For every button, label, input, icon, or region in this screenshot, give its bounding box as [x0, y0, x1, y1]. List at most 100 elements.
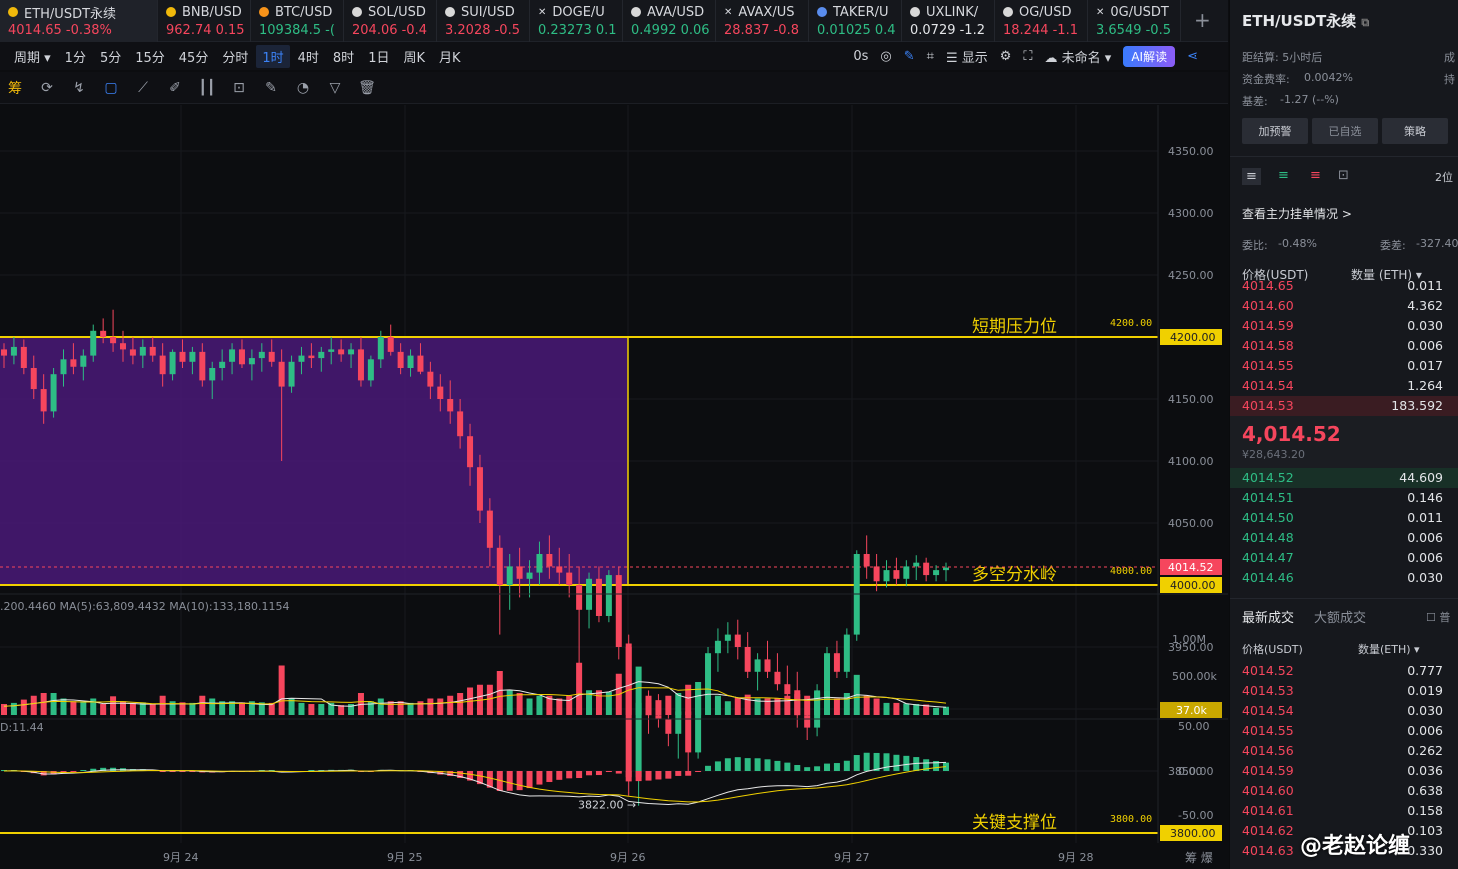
- trade-row[interactable]: 4014.60 0.638: [1230, 781, 1458, 801]
- interval-8时[interactable]: 8时: [332, 50, 355, 66]
- y-tick: 4250.00: [1168, 269, 1214, 282]
- candle-body: [943, 567, 949, 571]
- orderbook-both-icon[interactable]: ≡: [1242, 168, 1261, 185]
- ticker-item[interactable]: SOL/USD 204.06 -0.4: [344, 0, 437, 42]
- interval-周K[interactable]: 周K: [403, 50, 425, 66]
- ticker-item[interactable]: OG/USD 18.244 -1.1: [995, 0, 1088, 42]
- copy-icon[interactable]: ⧉: [1361, 16, 1370, 29]
- interval-1时[interactable]: 1时: [256, 44, 290, 68]
- pen-icon[interactable]: ✎: [903, 49, 915, 64]
- interval-1分[interactable]: 1分: [64, 50, 86, 66]
- ai-interpret-button[interactable]: AI解读: [1123, 46, 1176, 67]
- ticker-item[interactable]: SUI/USD 3.2028 -0.5: [437, 0, 530, 42]
- ask-row[interactable]: 4014.59 0.030: [1230, 316, 1458, 336]
- trade-row[interactable]: 4014.53 0.019: [1230, 681, 1458, 701]
- lock-icon[interactable]: ⊡: [233, 79, 245, 96]
- bid-row[interactable]: 4014.50 0.011: [1230, 508, 1458, 528]
- settings-icon[interactable]: ⚙: [999, 49, 1012, 64]
- ticker-item[interactable]: ✕ DOGE/U 0.23273 0.1: [530, 0, 623, 42]
- trade-row[interactable]: 4014.62 0.103: [1230, 821, 1458, 841]
- ask-row[interactable]: 4014.53 183.592: [1230, 396, 1458, 416]
- candle-icon[interactable]: ┃┃: [198, 79, 216, 96]
- trade-row[interactable]: 4014.52 0.777: [1230, 661, 1458, 681]
- alert-button[interactable]: 加预警: [1242, 118, 1308, 144]
- interval-月K[interactable]: 月K: [439, 50, 461, 66]
- bid-row[interactable]: 4014.46 0.030: [1230, 568, 1458, 588]
- compare-icon[interactable]: ↯: [73, 79, 85, 96]
- camera-icon[interactable]: ◎: [880, 49, 892, 64]
- trade-row[interactable]: 4014.63 0.330: [1230, 841, 1458, 861]
- ask-row[interactable]: 4014.65 0.011: [1230, 276, 1458, 296]
- trade-row[interactable]: 4014.61 0.158: [1230, 801, 1458, 821]
- interval-bar: 周期 ▾ 1分 5分 15分 45分 分时 1时 4时 8时 1日 周K 月K 0s ◎ ✎ ⌗ ☰ …: [0, 42, 1228, 70]
- ticker-item[interactable]: ETH/USDT永续 4014.65 -0.38%: [0, 0, 158, 42]
- interval-45分[interactable]: 45分: [178, 50, 209, 66]
- candle-body: [804, 715, 811, 728]
- interval-15分[interactable]: 15分: [135, 50, 165, 66]
- line-tool-icon[interactable]: ⟋: [138, 79, 148, 96]
- ask-row[interactable]: 4014.55 0.017: [1230, 356, 1458, 376]
- orderbook-asks-icon[interactable]: ≡: [1310, 168, 1321, 183]
- trade-row[interactable]: 4014.54 0.030: [1230, 701, 1458, 721]
- bid-row[interactable]: 4014.48 0.006: [1230, 528, 1458, 548]
- trades-col-qty[interactable]: 数量(ETH) ▾: [1358, 643, 1420, 656]
- volume-bar: [566, 695, 573, 715]
- trades-checkbox[interactable]: ☐ 普: [1426, 611, 1451, 624]
- bid-row[interactable]: 4014.52 44.609: [1230, 468, 1458, 488]
- tab-large-trades[interactable]: 大额成交: [1314, 611, 1367, 626]
- interval-4时[interactable]: 4时: [297, 50, 319, 66]
- main-orders-link[interactable]: 查看主力挂单情况 >: [1242, 207, 1352, 221]
- ask-row[interactable]: 4014.60 4.362: [1230, 296, 1458, 316]
- ticker-item[interactable]: AVA/USD 0.4992 0.06: [623, 0, 716, 42]
- filter-icon[interactable]: ▽: [329, 79, 341, 96]
- tab-latest-trades[interactable]: 最新成交: [1242, 611, 1295, 626]
- row-qty: 0.006: [1407, 530, 1443, 545]
- x-tick: 9月 26: [610, 851, 646, 864]
- ticker-item[interactable]: TAKER/U 0.01025 0.4: [809, 0, 902, 42]
- display-button[interactable]: ☰ 显示: [946, 47, 988, 66]
- bid-row[interactable]: 4014.51 0.146: [1230, 488, 1458, 508]
- crop-icon[interactable]: ⌗: [926, 49, 934, 64]
- ticker-item[interactable]: ✕ 0G/USDT 3.6549 -0.5: [1088, 0, 1181, 42]
- depth-select[interactable]: 2位: [1435, 171, 1453, 184]
- add-ticker-button[interactable]: +: [1194, 8, 1211, 32]
- ask-row[interactable]: 4014.58 0.006: [1230, 336, 1458, 356]
- candle-body: [100, 330, 107, 337]
- cursor-icon[interactable]: ▢: [104, 79, 118, 96]
- divider: [1230, 598, 1458, 599]
- ticker-item[interactable]: BNB/USD 962.74 0.15: [158, 0, 251, 42]
- row-price: 4014.47: [1242, 550, 1294, 565]
- ticker-item[interactable]: ✕ AVAX/US 28.837 -0.8: [716, 0, 809, 42]
- share-icon[interactable]: ⋖: [1187, 49, 1198, 64]
- ticker-item[interactable]: BTC/USD 109384.5 -(: [251, 0, 344, 42]
- trade-row[interactable]: 4014.56 0.262: [1230, 741, 1458, 761]
- chip-icon[interactable]: 筹: [8, 80, 22, 97]
- orderbook-bids-icon[interactable]: ≡: [1278, 168, 1289, 183]
- trade-row[interactable]: 4014.55 0.006: [1230, 721, 1458, 741]
- trash-icon[interactable]: 🗑: [358, 79, 376, 96]
- trade-row[interactable]: 4014.59 0.036: [1230, 761, 1458, 781]
- layout-button[interactable]: ☁ 未命名 ▾: [1044, 51, 1112, 66]
- strategy-button[interactable]: 策略: [1382, 118, 1448, 144]
- bid-row[interactable]: 4014.47 0.006: [1230, 548, 1458, 568]
- magnet-icon[interactable]: ◔: [296, 79, 310, 96]
- indicator-icon[interactable]: ⟳: [41, 79, 53, 96]
- note-icon[interactable]: ✎: [265, 79, 277, 96]
- brush-icon[interactable]: ✐: [169, 79, 181, 96]
- x-tick: 9月 28: [1058, 851, 1094, 864]
- fullscreen-icon[interactable]: ⛶: [1023, 49, 1033, 64]
- price-chart[interactable]: 短期压力位 4200.00 4200.00 多空分水岭 4000.00 4000.00 关键…: [0, 105, 1228, 869]
- candle-body: [159, 355, 166, 375]
- interval-1日[interactable]: 1日: [368, 50, 390, 66]
- chart-canvas[interactable]: 短期压力位 4200.00 4200.00 多空分水岭 4000.00 4000.00 关键…: [0, 105, 1228, 869]
- interval-分时[interactable]: 分时: [222, 50, 249, 66]
- col-qty[interactable]: 数量 (ETH) ▾: [1351, 268, 1422, 282]
- orderbook-expand-icon[interactable]: ⊡: [1338, 168, 1349, 183]
- interval-5分[interactable]: 5分: [99, 50, 122, 66]
- ticker-item[interactable]: UXLINK/0.0729 -1.2: [902, 0, 995, 42]
- watchlist-button[interactable]: 已自选: [1312, 118, 1378, 144]
- macd-bar: [645, 771, 652, 781]
- interval-周期[interactable]: 周期 ▾: [14, 50, 51, 66]
- volume-bar: [288, 698, 295, 715]
- ask-row[interactable]: 4014.54 1.264: [1230, 376, 1458, 396]
